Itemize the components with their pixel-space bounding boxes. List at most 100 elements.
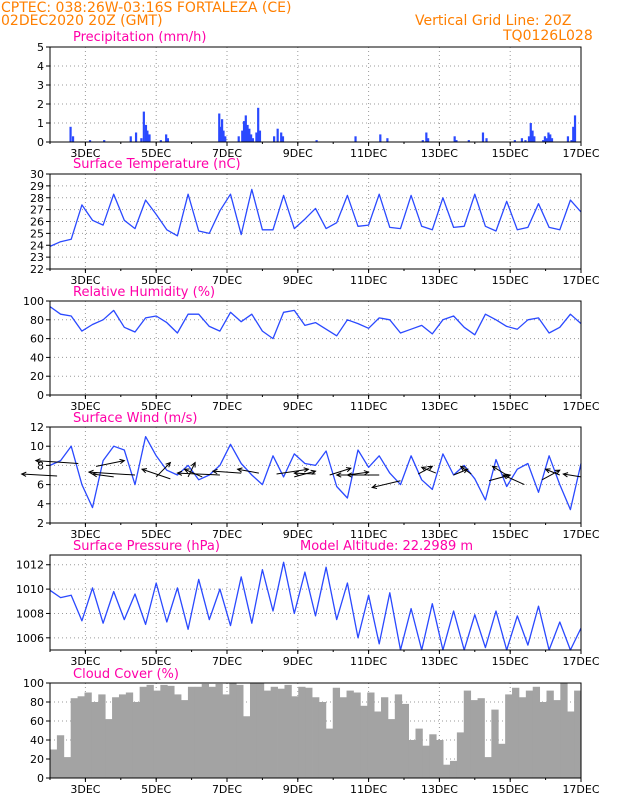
precip-bar [542,140,545,142]
cloud-bar [222,694,230,778]
y-tick-label: 0 [37,136,44,149]
y-tick-label: 20 [30,370,44,383]
precip-bar [520,138,524,142]
x-tick-label: 11DEC [350,147,387,160]
x-tick-label: 11DEC [350,400,387,413]
cloud-bar [415,728,423,778]
wind-vector [563,473,582,478]
y-tick-label: 23 [30,251,44,264]
precip-bar [379,134,382,142]
y-tick-label: 1006 [16,632,44,645]
wind-vector [460,465,472,475]
y-tick-label: 100 [23,677,44,690]
precip-bar [533,136,536,142]
precip-bar [148,134,151,142]
x-tick-label: 7DEC [212,528,242,541]
wind-vector [141,468,171,480]
wind-arrowhead [459,465,466,471]
precip-bar [529,123,532,142]
wind-arrowhead [345,467,352,473]
model-altitude: Model Altitude: 22.2989 m [300,539,473,554]
precip-bar [218,113,221,142]
x-tick-label: 13DEC [421,655,458,668]
plot-frame [49,46,582,143]
panel-title: Cloud Cover (%) [73,667,179,682]
precip-bar [244,115,247,142]
cloud-bar [429,734,437,778]
cloud-bar [118,694,127,778]
precip-bar [258,130,262,142]
wind-arrowhead [34,458,41,464]
precip-bar [513,140,516,142]
cloud-bar [256,683,265,778]
x-tick-label: 7DEC [212,147,242,160]
cloud-bar [112,697,120,778]
precip-bar [281,136,285,142]
y-tick-label: 1 [37,117,44,130]
precip-bar [248,128,251,142]
cloud-bar [277,688,285,778]
precip-bar [250,134,253,142]
precip-bar [481,132,485,142]
x-tick-label: 11DEC [350,274,387,287]
wind-arrowhead [236,467,243,473]
x-tick-label: 13DEC [421,274,458,287]
cloud-bar [339,697,347,778]
plot-frame [49,554,582,651]
x-tick-label: 7DEC [212,274,242,287]
cloud-bar [291,696,299,778]
precip-bar [166,138,170,142]
x-tick-label: 15DEC [492,274,529,287]
x-tick-label: 13DEC [421,528,458,541]
cloud-bar [284,684,292,778]
cloud-bar [63,757,72,778]
x-tick-label: 13DEC [421,147,458,160]
cloud-bar [332,687,341,778]
wind-vector [95,460,125,467]
cloud-bar [305,687,313,778]
cloud-bar [70,698,78,778]
x-tick-label: 13DEC [421,400,458,413]
precip-bar [224,136,227,142]
series-line [49,188,582,247]
x-tick-label: 17DEC [562,147,599,160]
station-header: CPTEC: 038:26W-03:16S FORTALEZA (CE) [1,0,292,16]
wind-vector [21,473,58,477]
x-tick-label: 17DEC [562,655,599,668]
precip-bar [251,138,254,142]
wind-arrowhead [346,472,353,478]
wind-arrowhead [119,458,126,465]
cloud-bar [50,749,58,778]
precip-bar [273,136,276,142]
precip-bar [453,136,456,142]
y-tick-label: 0 [37,772,44,785]
panel-title: Precipitation (mm/h) [73,30,206,45]
y-tick-label: 80 [30,314,44,327]
panel-title: Surface Temperature (nC) [73,157,241,172]
precip-bar [549,134,552,142]
y-tick-label: 40 [30,351,44,364]
precip-bar [280,132,283,142]
precip-bar [159,140,162,142]
cloud-bar [146,684,154,778]
y-tick-label: 1008 [16,607,44,620]
cloud-bar [249,683,258,778]
panel-title: Surface Wind (m/s) [73,411,197,426]
wind-vector [294,472,316,475]
precip-bar [255,132,258,142]
wind-vector [329,467,352,476]
cloud-bar [394,694,403,778]
precip-bar [220,119,224,142]
y-tick-label: 60 [30,715,44,728]
y-tick-label: 12 [30,421,44,434]
precip-bar [427,138,430,142]
cloud-bar [125,692,134,778]
grid-note: Vertical Grid Line: 20Z [415,13,572,29]
cloud-bar [360,705,368,778]
cloud-bar [98,694,106,778]
y-tick-label: 1010 [16,583,44,596]
wind-arrowhead [427,465,434,471]
wind-vector [212,470,242,474]
cloud-bar [236,684,244,778]
y-tick-label: 24 [30,239,44,252]
